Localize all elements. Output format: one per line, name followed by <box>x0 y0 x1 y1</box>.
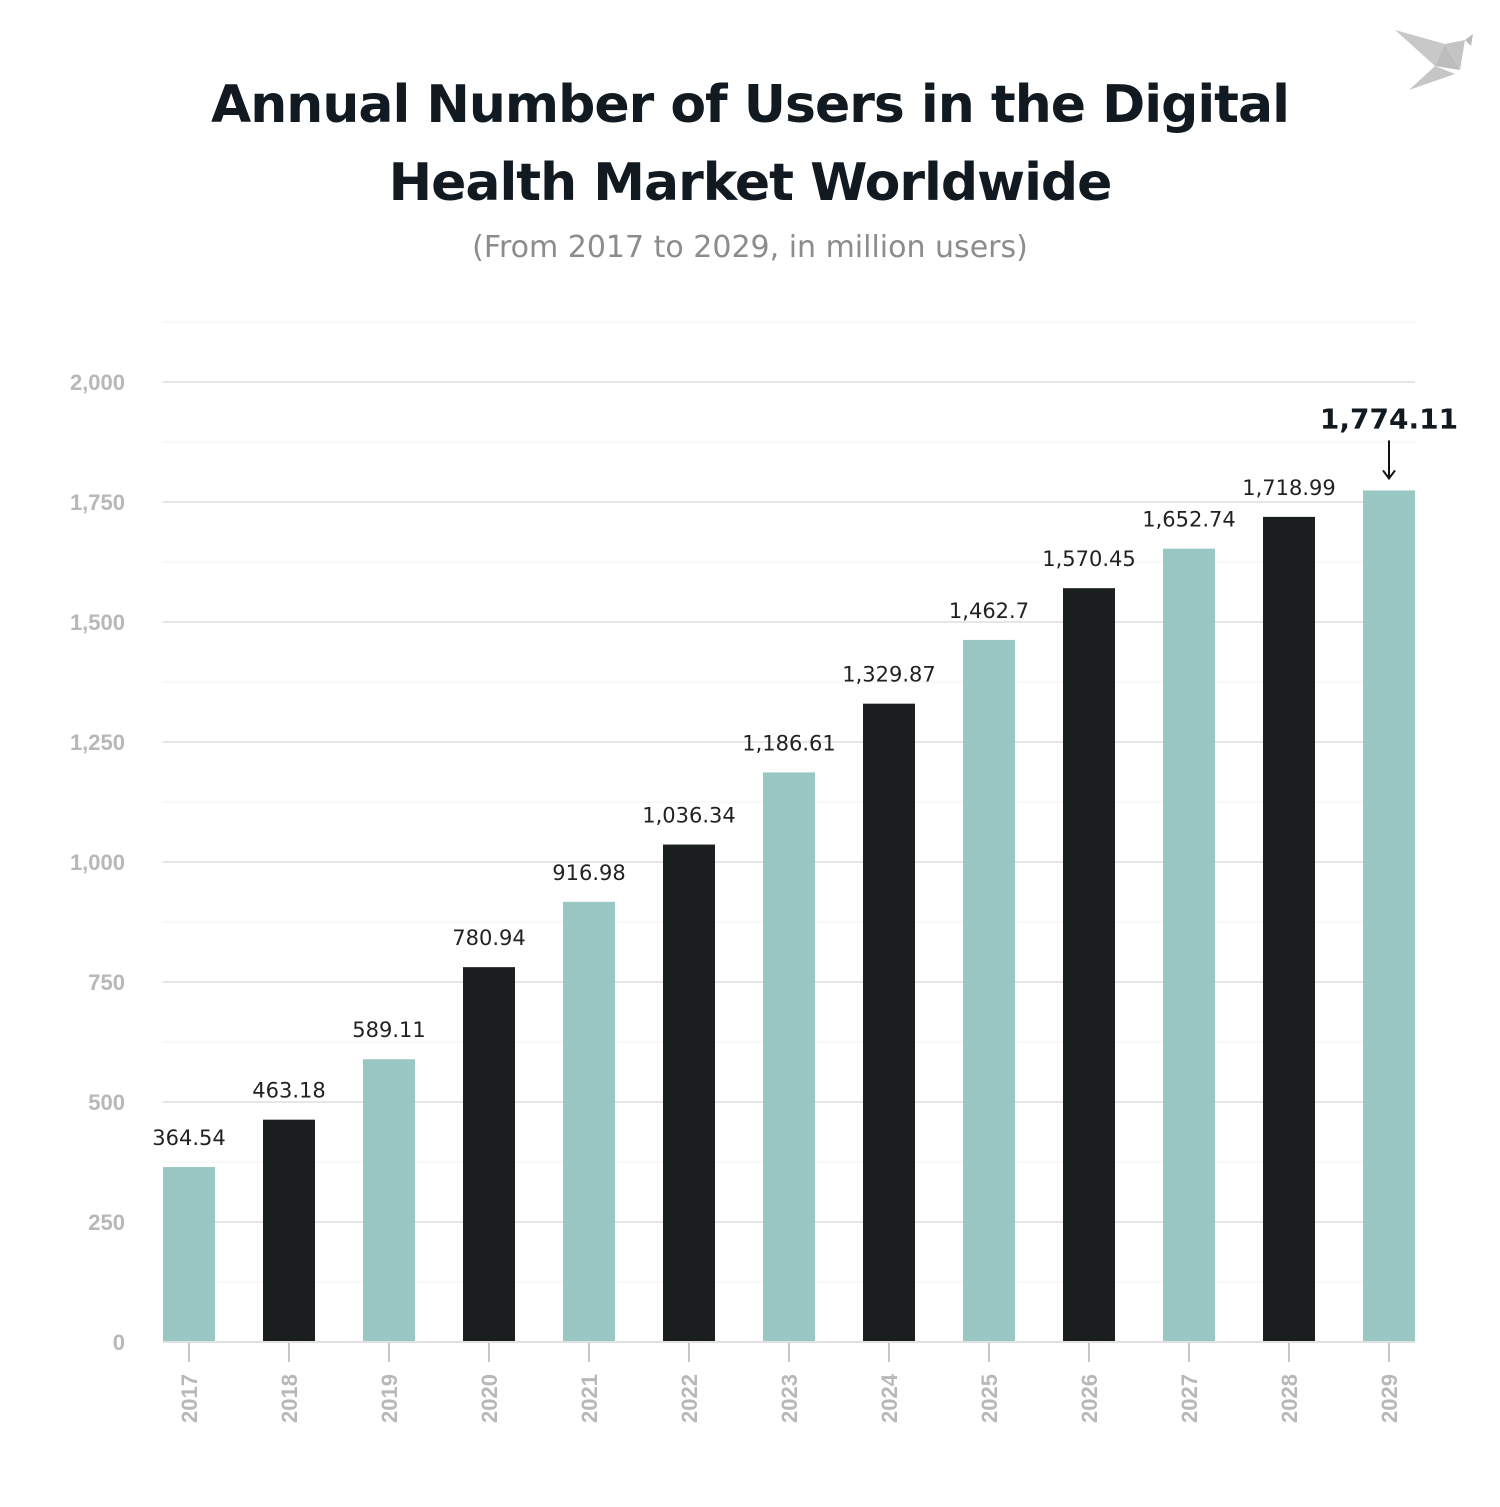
value-label: 1,652.74 <box>1142 508 1236 532</box>
value-label: 1,462.7 <box>949 599 1029 623</box>
bar-2022 <box>663 844 715 1342</box>
bar-2019 <box>363 1059 415 1342</box>
x-tick-label: 2021 <box>577 1374 602 1423</box>
bar-2026 <box>1063 588 1115 1342</box>
value-label: 1,570.45 <box>1042 547 1136 571</box>
x-tick-label: 2023 <box>777 1374 802 1423</box>
value-label: 589.11 <box>352 1018 425 1042</box>
y-tick-label: 1,250 <box>70 730 125 755</box>
value-label: 780.94 <box>452 926 525 950</box>
x-tick-label: 2018 <box>277 1374 302 1423</box>
bar-2017 <box>163 1167 215 1342</box>
value-label: 1,329.87 <box>842 663 936 687</box>
value-label: 364.54 <box>152 1126 225 1150</box>
bar-2023 <box>763 772 815 1342</box>
y-tick-label: 1,500 <box>70 610 125 635</box>
bar-2020 <box>463 967 515 1342</box>
y-tick-label: 500 <box>88 1090 125 1115</box>
bar-2018 <box>263 1119 315 1342</box>
bar-2025 <box>963 639 1015 1342</box>
x-tick-label: 2027 <box>1177 1374 1202 1423</box>
x-tick-label: 2024 <box>877 1373 902 1423</box>
x-tick-label: 2017 <box>177 1374 202 1423</box>
origami-bird-icon <box>1395 30 1473 90</box>
y-tick-label: 1,750 <box>70 490 125 515</box>
bar-2024 <box>863 703 915 1342</box>
bar-2027 <box>1163 548 1215 1342</box>
x-tick-label: 2022 <box>677 1374 702 1423</box>
y-tick-label: 250 <box>88 1210 125 1235</box>
x-tick-label: 2019 <box>377 1374 402 1423</box>
value-label: 1,718.99 <box>1242 476 1336 500</box>
bar-2021 <box>563 901 615 1342</box>
bar-2028 <box>1263 516 1315 1342</box>
arrow-down-icon <box>1382 469 1396 481</box>
chart-title: Annual Number of Users in the Digital Hea… <box>211 75 1290 213</box>
value-label-highlight: 1,774.11 <box>1320 402 1458 435</box>
x-tick-label: 2029 <box>1377 1374 1402 1423</box>
value-label: 1,186.61 <box>742 731 836 755</box>
value-label: 463.18 <box>252 1079 325 1103</box>
x-tick-label: 2020 <box>477 1374 502 1423</box>
bar-2029 <box>1363 490 1415 1342</box>
value-label: 916.98 <box>552 861 625 885</box>
x-tick-label: 2026 <box>1077 1374 1102 1423</box>
y-tick-label: 2,000 <box>70 370 125 395</box>
value-label: 1,036.34 <box>642 804 736 828</box>
y-tick-label: 0 <box>113 1330 125 1355</box>
x-tick-label: 2025 <box>977 1374 1002 1423</box>
y-tick-label: 750 <box>88 970 125 995</box>
x-tick-label: 2028 <box>1277 1374 1302 1423</box>
y-tick-label: 1,000 <box>70 850 125 875</box>
chart-subtitle: (From 2017 to 2029, in million users) <box>472 230 1028 265</box>
